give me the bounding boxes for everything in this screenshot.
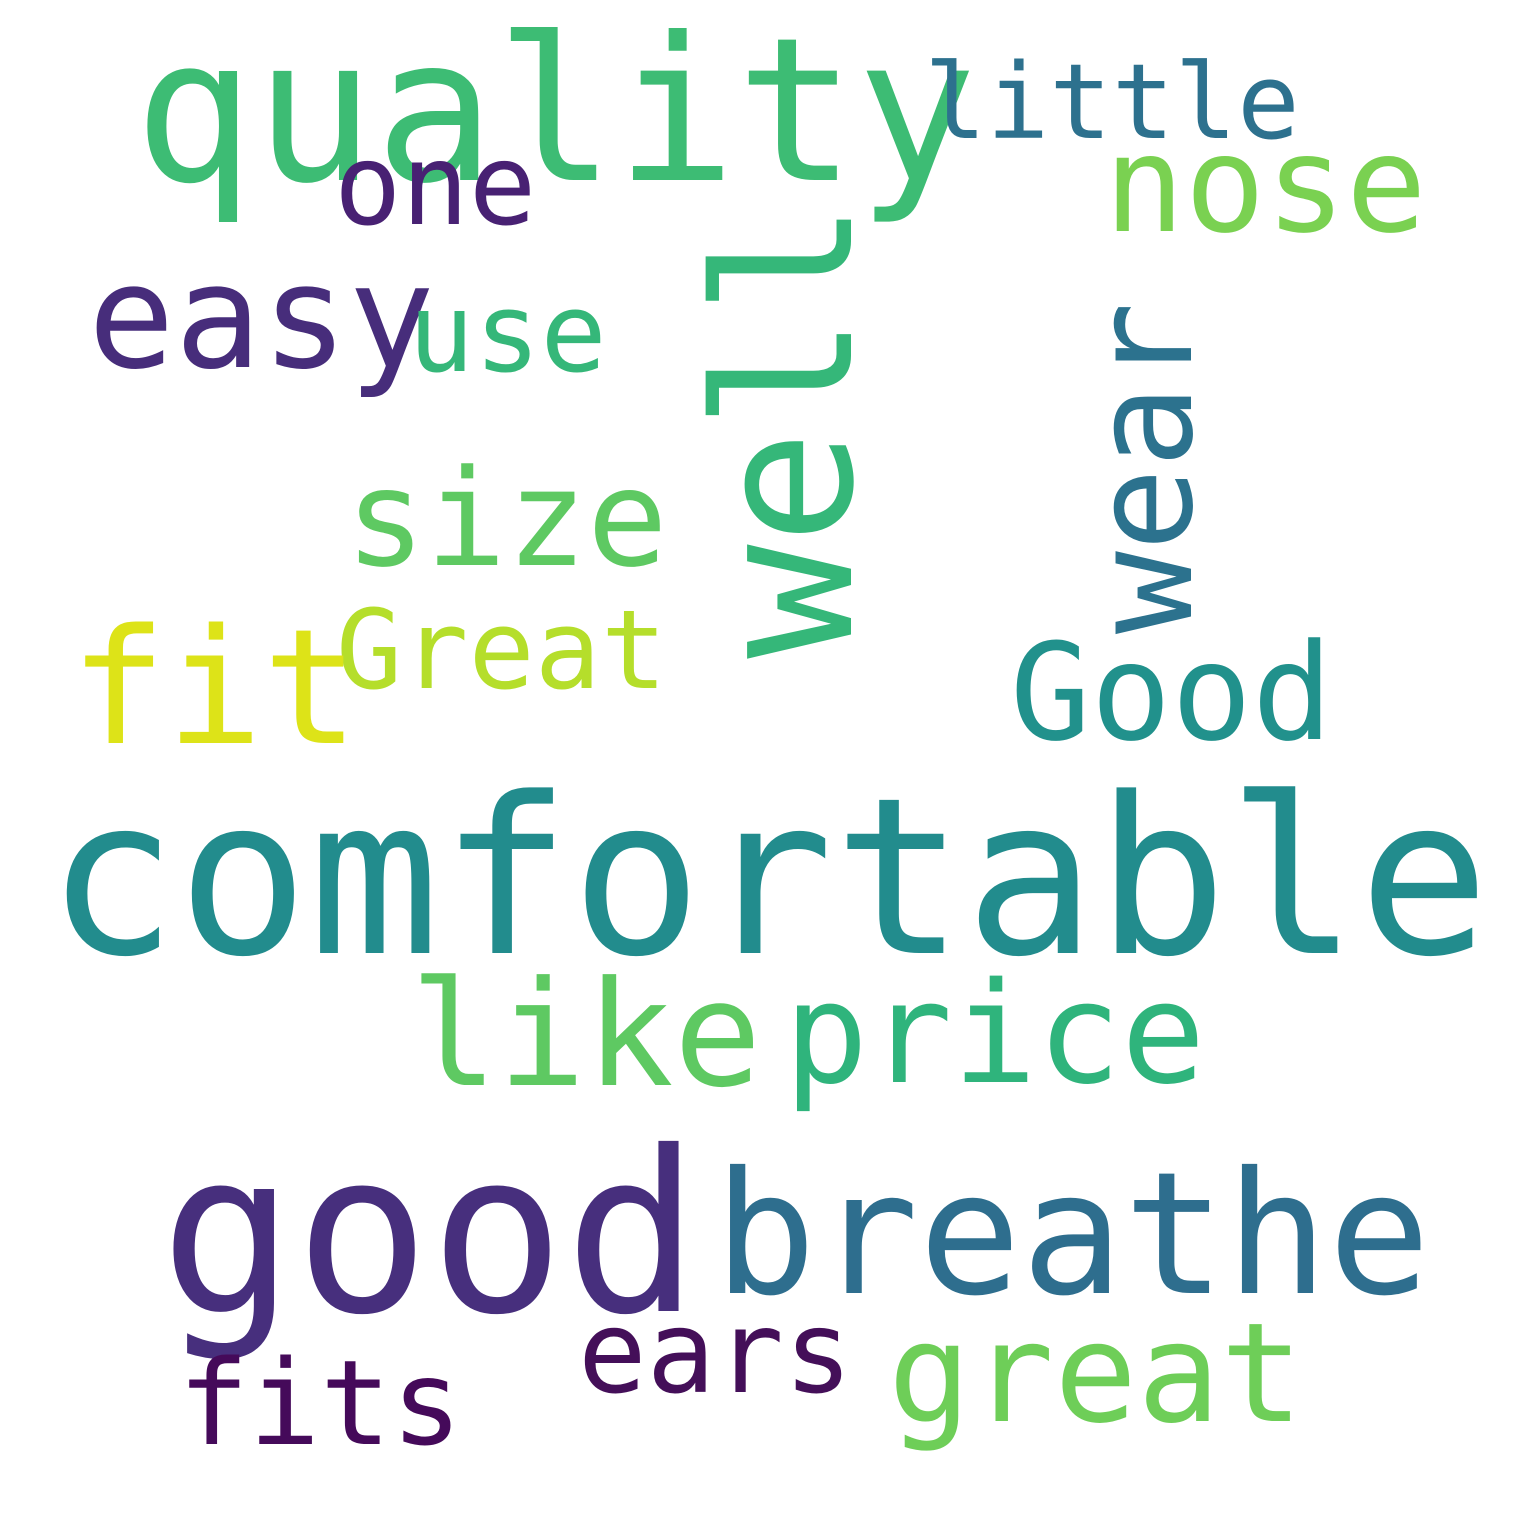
word-Great: Great	[336, 586, 668, 714]
word-good: good	[160, 1103, 700, 1364]
word-comfortable: comfortable	[46, 752, 1490, 1005]
word-like: like	[410, 950, 762, 1120]
word-price: price	[784, 953, 1206, 1116]
word-easy: easy	[88, 233, 435, 401]
word-little: little	[924, 41, 1300, 163]
word-great: great	[888, 1293, 1304, 1454]
word-ears: ears	[578, 1286, 853, 1419]
word-fits: fits	[178, 1334, 463, 1472]
word-fit: fit	[70, 594, 359, 781]
word-Good: Good	[1010, 615, 1333, 771]
word-wear: wear	[1063, 301, 1224, 635]
word-well: well	[675, 201, 896, 659]
word-nose: nose	[1104, 107, 1427, 263]
word-use: use	[408, 269, 607, 397]
word-one: one	[334, 121, 537, 251]
word-breathe: breathe	[714, 1136, 1431, 1334]
word-quality: quality	[134, 0, 977, 228]
word-size: size	[345, 441, 668, 597]
